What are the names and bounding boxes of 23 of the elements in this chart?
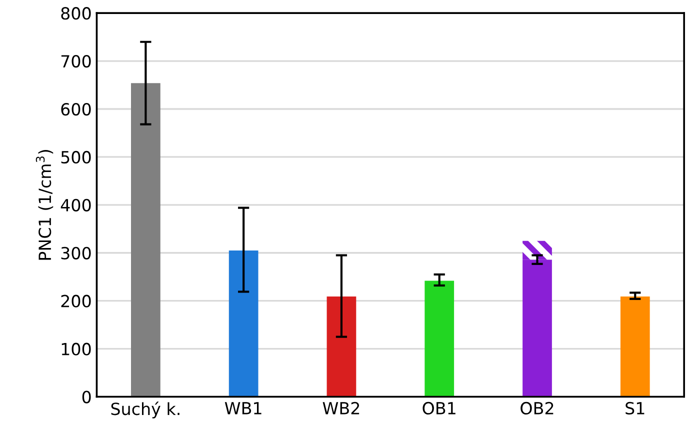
bar xyxy=(131,83,160,397)
y-tick-label: 100 xyxy=(62,342,91,356)
bar xyxy=(424,280,454,397)
x-tick-label: S1 xyxy=(626,402,644,415)
y-tick-label: 200 xyxy=(61,294,91,308)
bar xyxy=(620,296,650,397)
bar xyxy=(522,240,552,260)
y-axis-title: PNC1 (1/cm$^{3}$) xyxy=(36,150,54,260)
x-tick-label: OB2 xyxy=(520,402,554,415)
y-tick-label: 0 xyxy=(82,390,91,404)
bar xyxy=(522,260,552,397)
x-tick-label: WB1 xyxy=(224,402,262,414)
y-tick-label: 800 xyxy=(61,7,91,20)
y-tick-label: 500 xyxy=(61,150,91,164)
y-tick-label: 700 xyxy=(61,55,91,68)
x-tick-label: WB2 xyxy=(322,402,360,414)
x-tick-label: OB1 xyxy=(422,402,456,415)
y-tick-label: 300 xyxy=(61,246,91,260)
x-tick-label: Suchý k. xyxy=(111,402,180,418)
bar xyxy=(326,296,356,397)
bar xyxy=(228,250,258,397)
y-tick-label: 400 xyxy=(60,198,91,212)
y-tick-label: 600 xyxy=(61,102,91,116)
